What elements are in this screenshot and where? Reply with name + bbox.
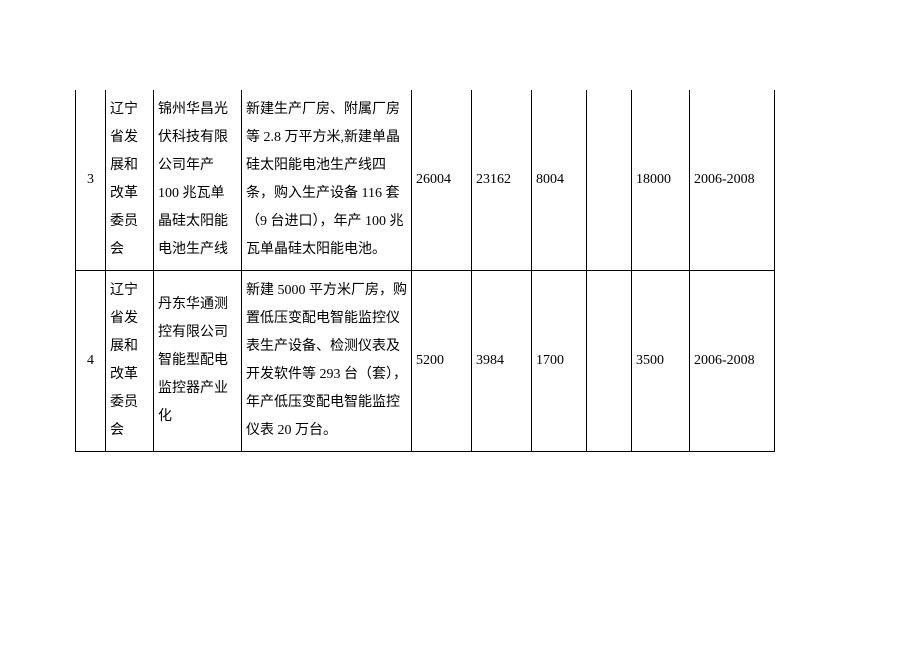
cell-agency: 辽宁省发展和改革委员会	[106, 271, 154, 452]
table-row: 3 辽宁省发展和改革委员会 锦州华昌光伏科技有限公司年产 100 兆瓦单晶硅太阳…	[76, 90, 775, 271]
cell-date: 2006-2008	[690, 271, 775, 452]
cell-description: 新建 5000 平方米厂房，购置低压变配电智能监控仪表生产设备、检测仪表及开发软…	[242, 271, 412, 452]
cell-num5: 3500	[632, 271, 690, 452]
cell-num4	[587, 271, 632, 452]
cell-num3: 1700	[532, 271, 587, 452]
cell-date: 2006-2008	[690, 90, 775, 271]
cell-num3: 8004	[532, 90, 587, 271]
cell-description: 新建生产厂房、附属厂房等 2.8 万平方米,新建单晶硅太阳能电池生产线四条，购入…	[242, 90, 412, 271]
data-table: 3 辽宁省发展和改革委员会 锦州华昌光伏科技有限公司年产 100 兆瓦单晶硅太阳…	[75, 90, 775, 452]
cell-num1: 26004	[412, 90, 472, 271]
cell-num4	[587, 90, 632, 271]
cell-index: 3	[76, 90, 106, 271]
cell-num2: 23162	[472, 90, 532, 271]
table-row: 4 辽宁省发展和改革委员会 丹东华通测控有限公司智能型配电监控器产业化 新建 5…	[76, 271, 775, 452]
cell-company: 丹东华通测控有限公司智能型配电监控器产业化	[154, 271, 242, 452]
cell-num1: 5200	[412, 271, 472, 452]
cell-num2: 3984	[472, 271, 532, 452]
cell-company: 锦州华昌光伏科技有限公司年产 100 兆瓦单晶硅太阳能电池生产线	[154, 90, 242, 271]
cell-agency: 辽宁省发展和改革委员会	[106, 90, 154, 271]
cell-index: 4	[76, 271, 106, 452]
cell-num5: 18000	[632, 90, 690, 271]
